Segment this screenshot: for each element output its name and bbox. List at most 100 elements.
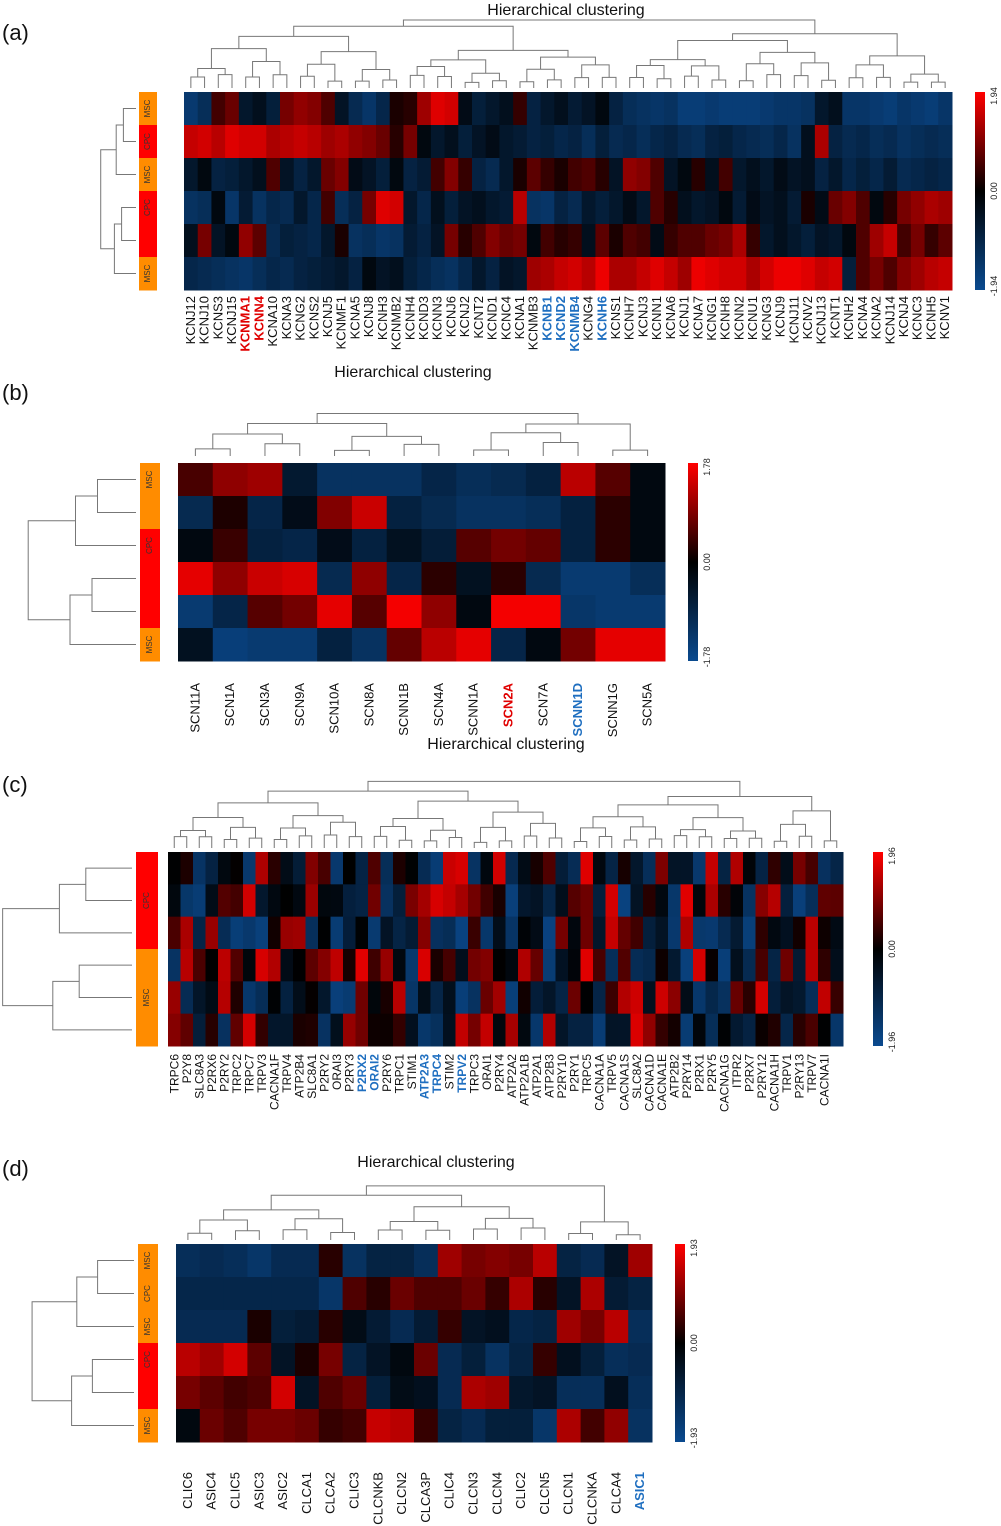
heatmap-cell xyxy=(856,92,871,126)
dendrogram-branch xyxy=(540,56,596,70)
heatmap-cell xyxy=(443,916,456,950)
heatmap-cell xyxy=(243,949,256,982)
dendrogram-branch xyxy=(199,1219,248,1234)
dendrogram-branch xyxy=(448,837,463,848)
heatmap-cell xyxy=(362,224,377,258)
gene-label: KCNV1 xyxy=(937,296,952,339)
heatmap-cell xyxy=(869,125,884,159)
group-bar-segment xyxy=(139,224,157,258)
heatmap-cell xyxy=(705,852,719,885)
heatmap-cell xyxy=(693,981,706,1015)
heatmap-cell xyxy=(393,916,406,950)
heatmap-cell xyxy=(691,125,706,159)
dendrogram-branch xyxy=(409,74,425,88)
heatmap-cell xyxy=(386,562,422,596)
heatmap-cell xyxy=(580,1244,605,1278)
group-bar-segment xyxy=(140,496,160,530)
heatmap-cell xyxy=(268,1013,281,1047)
heatmap-cell xyxy=(593,852,606,885)
heatmap-cell xyxy=(205,1013,219,1047)
heatmap-cell xyxy=(444,125,459,159)
heatmap-cell xyxy=(268,852,281,885)
dendrogram-branch xyxy=(85,867,132,901)
heatmap-cell xyxy=(664,92,679,126)
heatmap-cell xyxy=(705,125,720,159)
dendrogram-branch xyxy=(673,835,688,848)
heatmap-cell xyxy=(193,884,206,918)
gene-label: KCNN4 xyxy=(251,295,266,341)
heatmap-cell xyxy=(180,981,194,1015)
heatmap-cell xyxy=(342,1409,367,1443)
heatmap-cell xyxy=(461,1310,486,1344)
gene-label: P2RX6 xyxy=(205,1054,219,1092)
group-label: MSC xyxy=(145,635,154,653)
dendrogram-branch xyxy=(292,815,344,829)
heatmap-cell xyxy=(760,224,775,258)
gene-label: SCN9A xyxy=(292,683,307,727)
heatmap-cell xyxy=(555,852,569,885)
gene-label: P2RY14 xyxy=(680,1054,694,1099)
heatmap-cell xyxy=(655,884,669,918)
heatmap-cell xyxy=(376,92,391,126)
heatmap-cell xyxy=(509,1244,534,1278)
heatmap-cell xyxy=(730,884,744,918)
heatmap-cell xyxy=(938,92,953,126)
dendrogram-branch xyxy=(876,76,891,88)
dendrogram-branch xyxy=(581,64,610,78)
heatmap-cell xyxy=(376,257,391,291)
heatmap-cell xyxy=(530,1013,544,1047)
heatmap-cell xyxy=(455,916,469,950)
heatmap-cell xyxy=(533,1310,558,1344)
gene-label: KCNC4 xyxy=(498,296,513,340)
gene-label: CLIC6 xyxy=(180,1472,195,1509)
heatmap-cell xyxy=(924,92,939,126)
heatmap-cell xyxy=(405,981,419,1015)
heatmap-cell xyxy=(330,949,344,982)
heatmap-cell xyxy=(525,496,562,530)
heatmap-cell xyxy=(805,981,819,1015)
dendrogram-branch xyxy=(910,73,939,83)
dendrogram-branch xyxy=(823,840,838,848)
heatmap-cell xyxy=(668,1013,681,1047)
heatmap-cell xyxy=(266,92,281,126)
group-label: MSC xyxy=(143,1416,152,1434)
heatmap-cell xyxy=(343,884,356,918)
heatmap-cell xyxy=(526,158,542,192)
heatmap-cell xyxy=(293,852,306,885)
dendrogram-branch xyxy=(417,800,519,819)
heatmap-cell xyxy=(343,981,356,1015)
heatmap-cell xyxy=(493,981,506,1015)
heatmap-cell xyxy=(773,158,788,192)
heatmap-cell xyxy=(472,224,487,258)
gene-label: TRPV2 xyxy=(455,1054,469,1093)
dendrogram-branch xyxy=(100,149,117,250)
heatmap-cell xyxy=(628,1376,653,1410)
dendrogram-branch xyxy=(738,80,754,88)
dendrogram-branch xyxy=(212,433,283,449)
heatmap-cell xyxy=(444,224,459,258)
gene-label: KCND2 xyxy=(553,296,568,341)
dendrogram-branch xyxy=(361,68,391,82)
dendrogram-branch xyxy=(636,65,665,79)
heatmap-cell xyxy=(760,125,775,159)
heatmap-cell xyxy=(643,1013,656,1047)
heatmap-cell xyxy=(530,852,544,885)
heatmap-cell xyxy=(650,191,665,225)
heatmap-cell xyxy=(518,1013,531,1047)
heatmap-cell xyxy=(818,949,831,982)
heatmap-cell xyxy=(223,1244,248,1278)
heatmap-cell xyxy=(543,852,556,885)
heatmap-cell xyxy=(472,125,487,159)
gene-label: KCNMB2 xyxy=(389,296,404,350)
gene-label: P2RY4 xyxy=(492,1054,506,1092)
heatmap-cell xyxy=(755,981,769,1015)
heatmap-cell xyxy=(247,496,283,530)
group-bar-segment xyxy=(140,463,160,497)
heatmap-cell xyxy=(605,981,619,1015)
heatmap-cell xyxy=(518,884,531,918)
gene-label: KCNH5 xyxy=(923,296,938,340)
gene-label: KCNJ2 xyxy=(457,296,472,337)
heatmap-cell xyxy=(938,158,953,192)
heatmap-cell xyxy=(293,916,306,950)
heatmap-cell xyxy=(533,1409,558,1443)
